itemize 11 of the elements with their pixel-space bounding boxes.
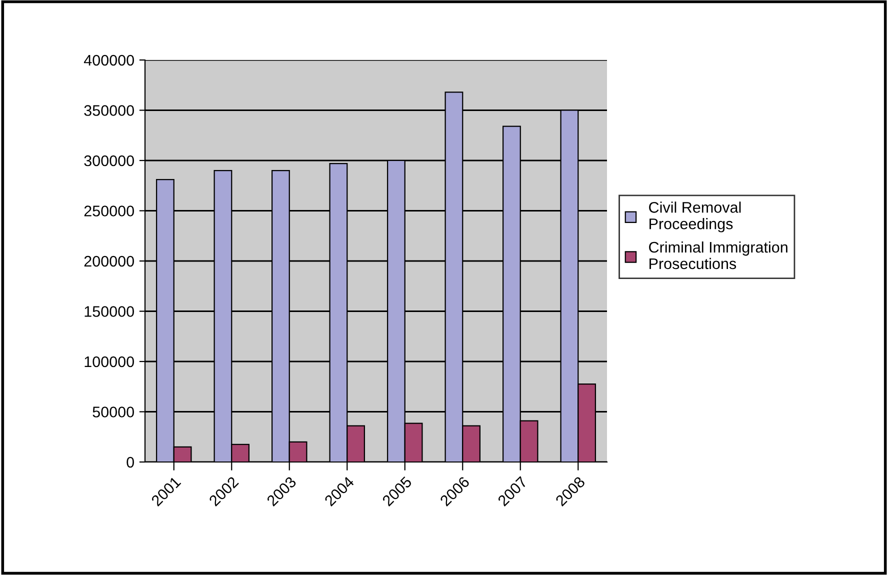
- y-tick-label: 0: [126, 456, 134, 468]
- y-tick-label: 350000: [84, 105, 134, 116]
- y-tick-label: 400000: [84, 54, 134, 66]
- y-tick-label: 50000: [92, 406, 134, 418]
- y-tick-label: 300000: [84, 155, 134, 166]
- y-tick-label: 250000: [84, 206, 134, 216]
- legend-label: Criminal Immigration Prosecutions: [649, 241, 788, 270]
- y-tick-label: 100000: [84, 356, 134, 368]
- y-tick-label: 150000: [84, 306, 134, 317]
- y-tick-label: 200000: [84, 256, 134, 267]
- legend-label: Civil Removal Proceedings: [649, 202, 741, 232]
